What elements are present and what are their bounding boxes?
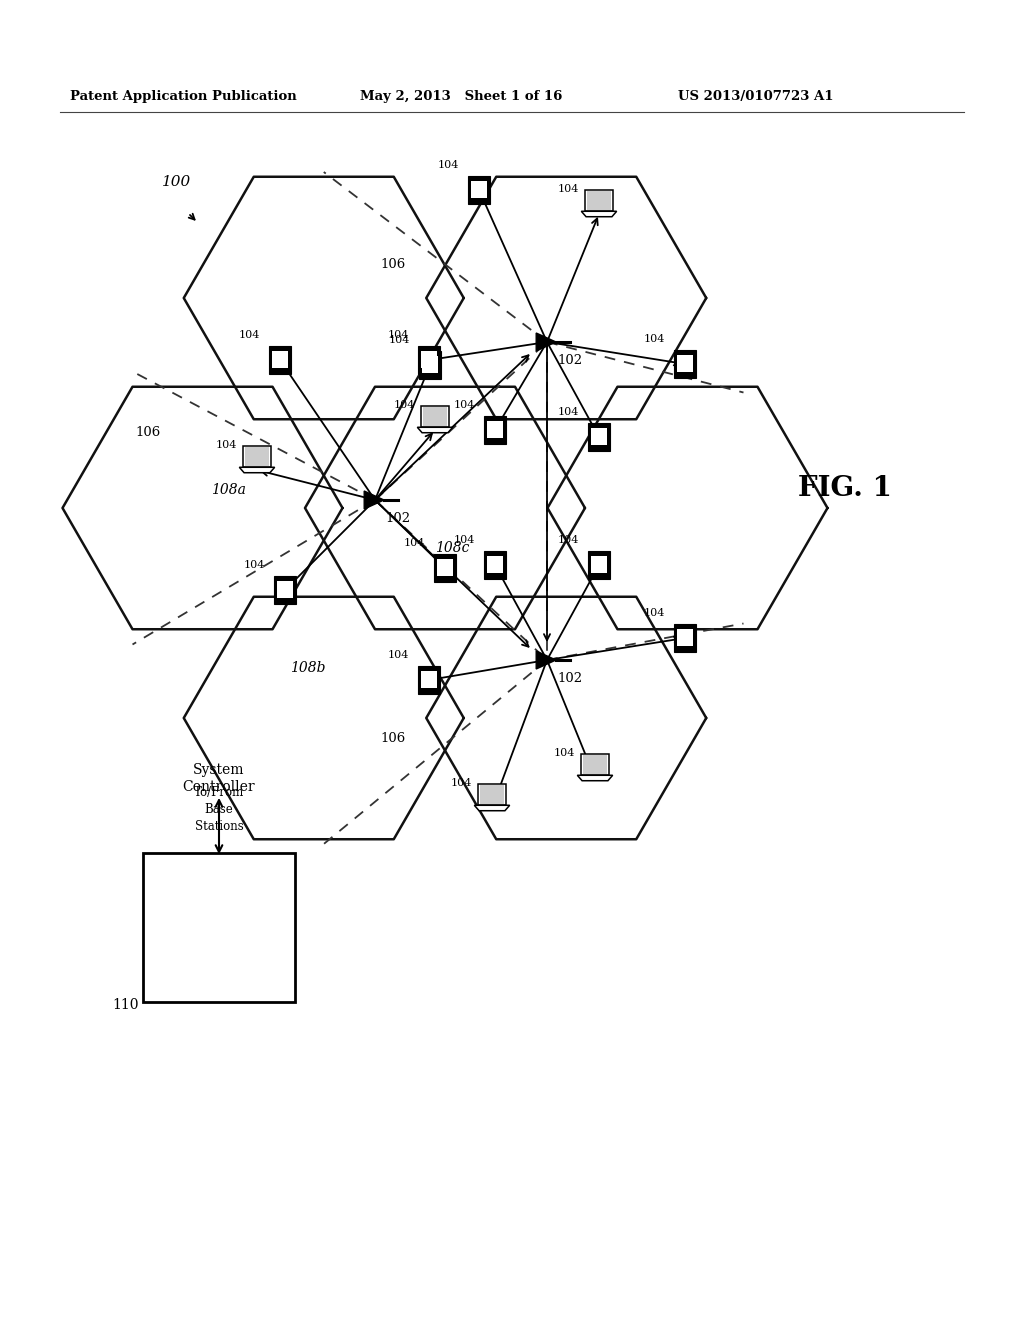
Bar [471,181,487,198]
Polygon shape [537,651,556,669]
Text: 104: 104 [558,535,579,545]
Text: 104: 104 [216,440,237,450]
Text: Patent Application Publication: Patent Application Publication [70,90,297,103]
Bar [421,671,437,688]
Polygon shape [583,755,607,774]
Bar [269,346,291,374]
Polygon shape [478,784,506,805]
Text: 108c: 108c [435,541,469,554]
Text: 104: 104 [389,335,410,345]
Text: US 2013/0107723 A1: US 2013/0107723 A1 [678,90,834,103]
Text: 104: 104 [454,535,475,545]
Text: To/From
Base
Stations: To/From Base Stations [194,785,244,833]
Text: 102: 102 [385,512,411,525]
Text: 100: 100 [163,176,191,189]
Text: May 2, 2013   Sheet 1 of 16: May 2, 2013 Sheet 1 of 16 [360,90,562,103]
Text: 104: 104 [239,330,260,341]
Polygon shape [474,805,510,810]
Text: 106: 106 [380,731,406,744]
Polygon shape [585,190,613,211]
Text: 104: 104 [454,400,475,411]
Bar [278,581,293,598]
Polygon shape [418,428,453,433]
Text: 104: 104 [388,649,409,660]
Text: 104: 104 [403,539,425,548]
Polygon shape [480,785,504,804]
Text: 110: 110 [112,998,138,1012]
Bar [484,416,506,444]
Polygon shape [243,446,271,467]
Text: 104: 104 [388,330,409,341]
Polygon shape [582,211,616,216]
Text: FIG. 1: FIG. 1 [798,474,892,502]
Bar [591,428,607,445]
Bar [422,356,438,374]
Polygon shape [240,467,274,473]
Text: 106: 106 [380,259,406,272]
Text: 102: 102 [557,672,582,685]
Bar [674,624,696,652]
Text: 108b: 108b [290,661,326,675]
Bar [588,422,610,451]
Text: 104: 104 [644,609,665,618]
Polygon shape [365,491,384,510]
Text: 104: 104 [558,407,579,417]
Text: 104: 104 [244,560,265,570]
Text: 108a: 108a [211,483,246,498]
Polygon shape [587,191,611,210]
Polygon shape [581,754,609,775]
Bar [677,355,693,372]
Text: System
Controller: System Controller [182,763,255,793]
Bar [677,630,693,645]
Bar [418,346,440,374]
Text: 104: 104 [437,160,459,170]
Text: 104: 104 [554,748,575,758]
Text: 106: 106 [135,425,161,438]
Bar [591,556,607,573]
Text: 104: 104 [451,777,472,788]
Text: 104: 104 [393,400,415,411]
Bar [487,421,503,438]
Polygon shape [245,447,269,466]
Bar [274,576,296,605]
Bar [468,176,490,205]
Bar [487,556,503,573]
Text: 104: 104 [644,334,665,345]
Text: 102: 102 [557,354,582,367]
Bar [434,554,456,582]
Bar [437,558,453,576]
Polygon shape [423,407,447,425]
Polygon shape [537,333,556,351]
FancyBboxPatch shape [143,853,295,1002]
Bar [272,351,288,368]
Bar [588,550,610,579]
Bar [421,351,437,368]
Bar [484,550,506,579]
Bar [419,351,441,379]
Bar [674,350,696,378]
Bar [418,667,440,694]
Text: 104: 104 [558,183,579,194]
Polygon shape [421,405,450,428]
Polygon shape [578,775,612,780]
